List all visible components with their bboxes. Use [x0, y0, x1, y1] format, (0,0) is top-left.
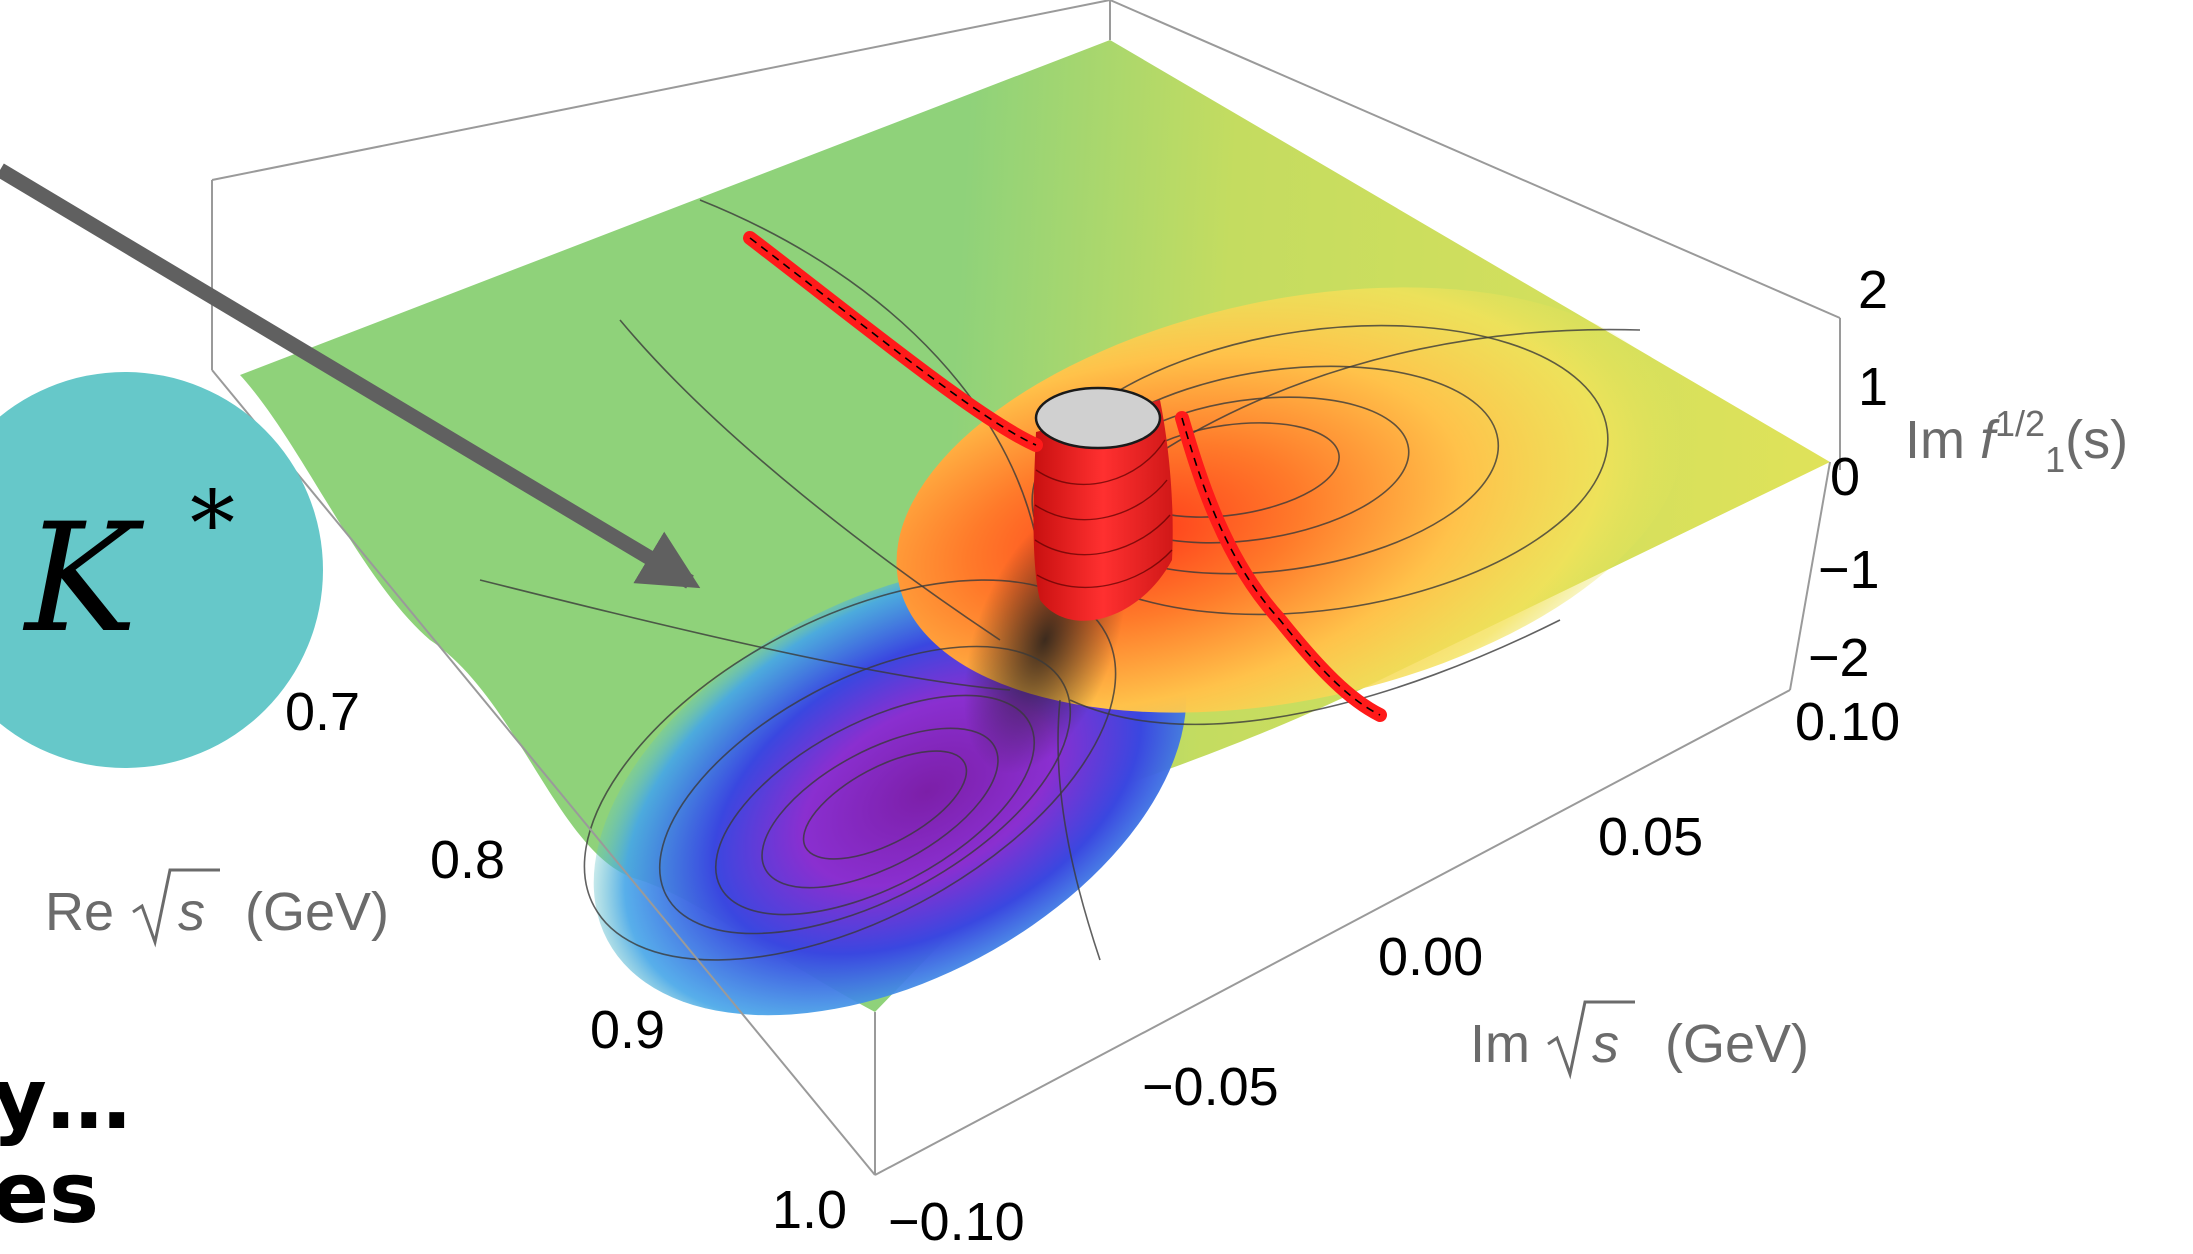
im-axis-title: Im s (GeV) [1470, 1000, 1809, 1080]
z-axis-title: Im f1/21(s) [1905, 403, 2128, 480]
im-tick-label: 0.10 [1795, 692, 1900, 752]
im-axis-ticks: 0.10 0.05 0.00 −0.05 −0.10 [888, 692, 1900, 1252]
re-axis-title: Re s (GeV) [45, 868, 389, 948]
svg-text:(GeV): (GeV) [1665, 1014, 1809, 1074]
z-axis-ticks: 2 1 0 −1 −2 [1808, 260, 1888, 688]
re-tick-label: 0.8 [430, 830, 505, 890]
pole-cap [1034, 386, 1162, 450]
slide-text-line-2: es [0, 1144, 99, 1242]
re-tick-label: 0.7 [285, 682, 360, 742]
plot-box-back-edges [211, 0, 1841, 470]
chimney-rings [1034, 439, 1173, 588]
svg-text:s: s [178, 882, 205, 942]
z-tick-label: 0 [1830, 447, 1860, 507]
z-tick-label: 1 [1858, 357, 1888, 417]
re-tick-label: 0.9 [590, 1000, 665, 1060]
im-tick-label: −0.05 [1142, 1057, 1279, 1117]
svg-text:s: s [1592, 1014, 1619, 1074]
svg-text:Im: Im [1470, 1014, 1530, 1074]
pointer-arrow [0, 163, 701, 589]
z-tick-label: −2 [1808, 628, 1870, 688]
im-tick-label: 0.05 [1598, 807, 1703, 867]
slide-text-line-1: y… [0, 1050, 131, 1148]
plot-box-front-edges [211, 369, 1831, 1176]
k-star-symbol: K [22, 492, 145, 666]
im-tick-label: 0.00 [1378, 927, 1483, 987]
z-tick-label: −1 [1818, 540, 1880, 600]
pole-chimney [1033, 400, 1173, 621]
im-tick-label: −0.10 [888, 1192, 1025, 1252]
svg-text:(GeV): (GeV) [245, 882, 389, 942]
z-tick-label: 2 [1858, 260, 1888, 320]
svg-text:Re: Re [45, 882, 114, 942]
re-axis-ticks: 0.7 0.8 0.9 1.0 [285, 682, 847, 1240]
k-star-superscript: * [190, 472, 235, 577]
k-star-badge: K * [0, 372, 323, 768]
re-tick-label: 1.0 [772, 1180, 847, 1240]
